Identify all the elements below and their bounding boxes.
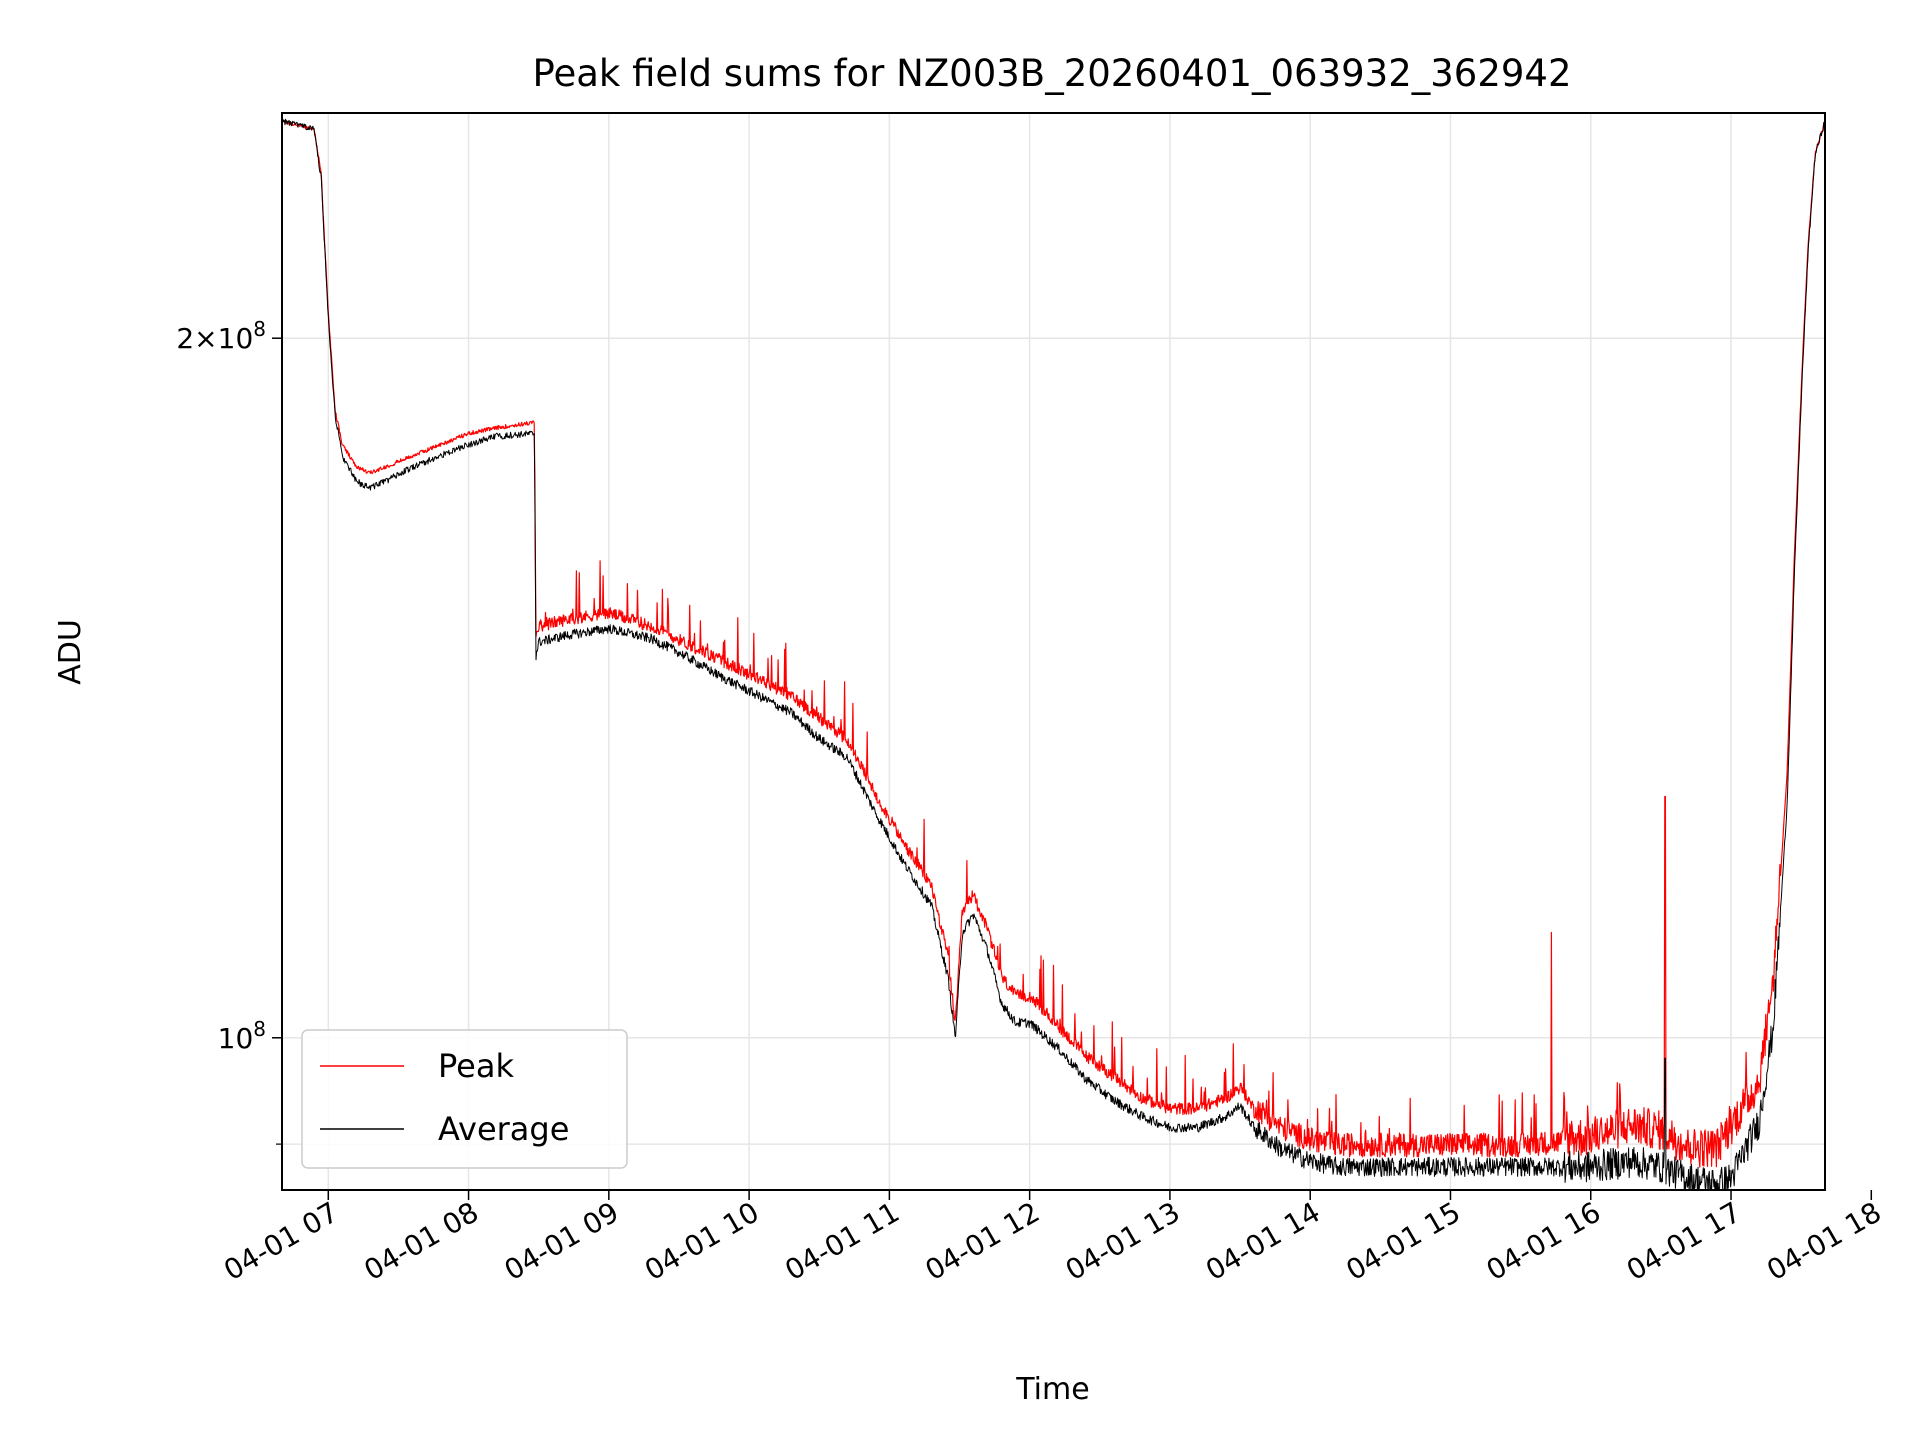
grid xyxy=(282,113,1825,1190)
y-tick-label: 108 xyxy=(218,1017,266,1055)
y-axis-label: ADU xyxy=(53,619,88,685)
plot-frame xyxy=(281,112,1826,1191)
series-line-average xyxy=(282,118,1825,1190)
legend-label-average: Average xyxy=(438,1110,569,1148)
legend-box xyxy=(301,1029,628,1169)
legend-label-peak: Peak xyxy=(438,1047,514,1085)
y-axis-ticks: 2×108 108 xyxy=(176,317,282,1145)
series-group xyxy=(282,118,1825,1190)
legend: Peak Average xyxy=(301,1029,628,1169)
y-tick-label: 2×108 xyxy=(176,317,266,355)
series-line-peak xyxy=(282,119,1825,1168)
x-axis-label: Time xyxy=(1015,1372,1089,1407)
chart-title: Peak field sums for NZ003B_20260401_0639… xyxy=(533,52,1572,95)
